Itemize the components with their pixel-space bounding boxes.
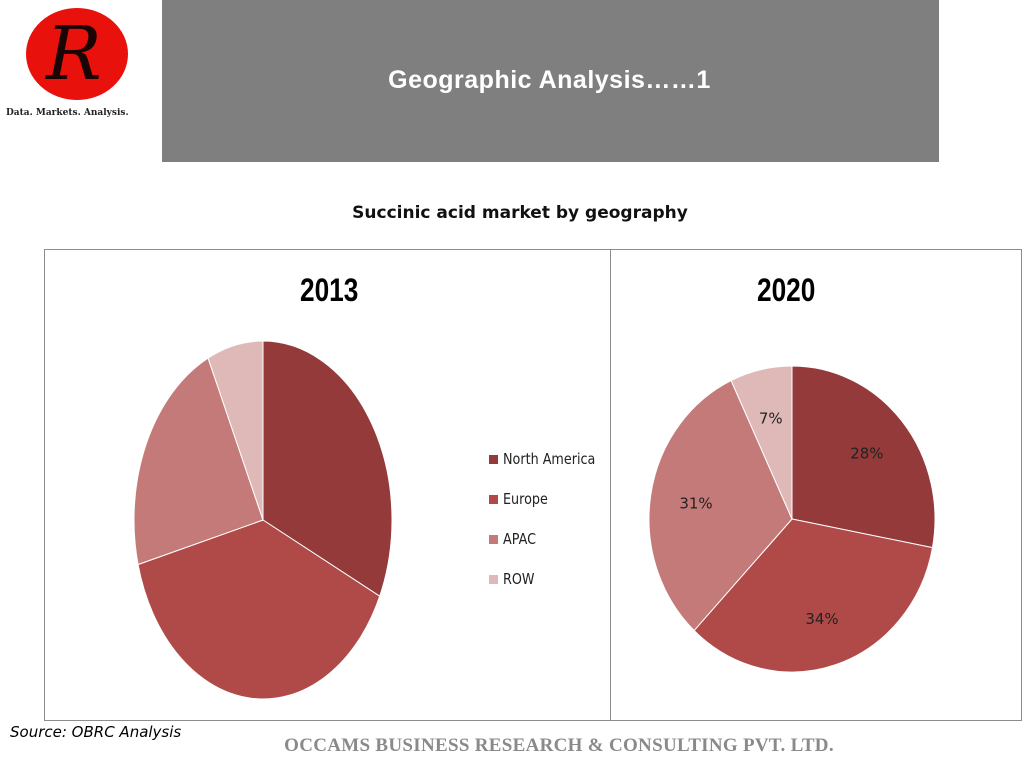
footer-company-name: OCCAMS BUSINESS RESEARCH & CONSULTING PV…	[284, 735, 834, 756]
pie-2013-slice-row	[207, 340, 264, 521]
legend-label: ROW	[503, 570, 535, 588]
chart-subtitle: Succinic acid market by geography	[352, 203, 688, 223]
legend-label: APAC	[503, 530, 537, 548]
pie-2020: 28% 34% 31% 7%	[648, 365, 936, 673]
pie-2020-slice-row	[730, 365, 793, 520]
logo-letter: R	[46, 11, 102, 97]
pie-2020-slice-north-america	[791, 365, 936, 549]
logo-tagline: Data. Markets. Analysis.	[6, 108, 129, 118]
pie-2013	[133, 340, 393, 700]
pie-2020-title: 2020	[757, 272, 816, 308]
pie-2013-slice-north-america	[262, 340, 393, 597]
legend-swatch-north-america	[489, 455, 498, 464]
logo-red-circle	[26, 8, 128, 100]
pie-2020-slice-apac	[648, 379, 793, 632]
legend-swatch-row	[489, 575, 498, 584]
company-logo: R Data. Markets. Analysis.	[6, 4, 146, 126]
header-banner: Geographic Analysis……1	[162, 0, 939, 162]
page-title: Geographic Analysis……1	[388, 66, 711, 94]
chart-frame-2013	[44, 249, 611, 721]
pie-2013-slice-europe	[137, 519, 381, 700]
legend-label: North America	[503, 450, 596, 468]
legend-swatch-europe	[489, 495, 498, 504]
pie-2020-label-north-america: 28%	[850, 445, 883, 463]
legend-swatch-apac	[489, 535, 498, 544]
legend-label: Europe	[503, 490, 548, 508]
pie-2020-label-europe: 34%	[805, 610, 838, 628]
pie-2020-slice-europe	[693, 518, 934, 673]
pie-2013-title: 2013	[300, 272, 359, 308]
chart-frame-2020	[611, 249, 1022, 721]
pie-2020-label-row: 7%	[759, 410, 783, 428]
source-note: Source: OBRC Analysis	[10, 723, 182, 741]
pie-2013-slice-apac	[133, 357, 264, 566]
pie-2020-label-apac: 31%	[679, 495, 712, 513]
